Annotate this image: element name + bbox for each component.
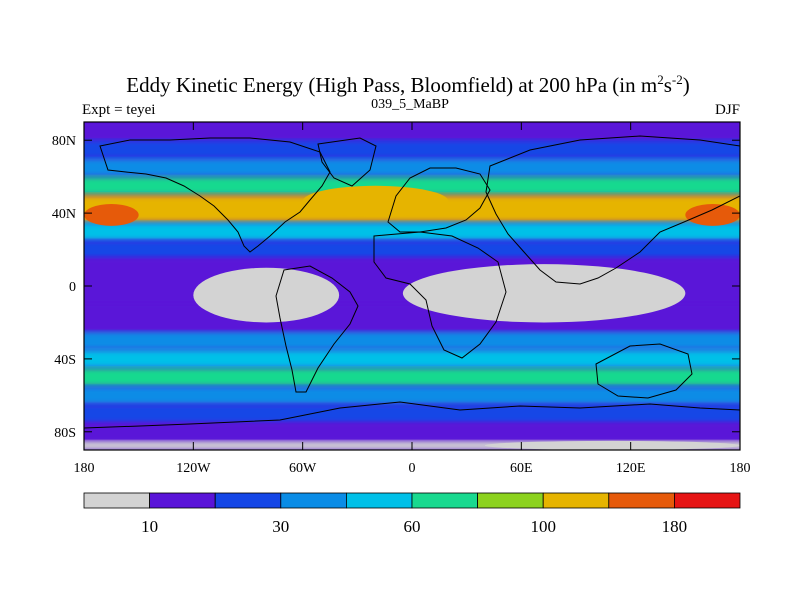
title-exp-2: -2 bbox=[672, 72, 683, 87]
colorbar: 10 30 60 100 180 bbox=[83, 492, 741, 536]
coastline-australia bbox=[595, 343, 693, 399]
maximum-north-atlantic-storm-track bbox=[302, 185, 449, 217]
coastline-antarctica bbox=[84, 401, 740, 429]
coastlines bbox=[84, 135, 740, 429]
plot-area bbox=[83, 121, 741, 451]
zonal-band-3 bbox=[84, 176, 740, 195]
colorbar-swatch bbox=[214, 492, 282, 509]
minimum-tropical-low-east bbox=[402, 264, 686, 323]
subtitle-right: DJF bbox=[715, 102, 740, 118]
x-tick-label: 180 bbox=[74, 461, 95, 476]
maximum-north-pacific-jet-east bbox=[685, 204, 740, 226]
x-tick-label: 120W bbox=[176, 461, 211, 476]
zonal-band-9 bbox=[84, 331, 740, 350]
maximum-north-pacific-jet bbox=[84, 204, 139, 226]
colorbar-swatch bbox=[542, 492, 610, 509]
zonal-band-0 bbox=[84, 122, 740, 141]
colorbar-label: 30 bbox=[272, 517, 289, 536]
zonal-band-6 bbox=[84, 240, 740, 259]
colorbar-swatch bbox=[477, 492, 544, 509]
x-tick-label: 60E bbox=[510, 461, 533, 476]
zonal-band-14 bbox=[84, 422, 740, 441]
title-close-paren: ) bbox=[683, 73, 690, 97]
chart-title: Eddy Kinetic Energy (High Pass, Bloomfie… bbox=[126, 72, 690, 97]
y-tick-label: 80S bbox=[54, 426, 76, 441]
y-tick-label: 40N bbox=[52, 207, 76, 222]
x-tick-label: 120E bbox=[616, 461, 646, 476]
title-exp-1: 2 bbox=[657, 72, 664, 87]
y-axis: 80N 40N 0 40S 80S bbox=[52, 134, 740, 441]
colorbar-label: 60 bbox=[404, 517, 421, 536]
zonal-band-5 bbox=[84, 222, 740, 241]
colorbar-swatch bbox=[83, 492, 150, 509]
eke-field bbox=[84, 122, 740, 450]
y-tick-label: 80N bbox=[52, 134, 76, 149]
x-axis: 180 120W 60W 0 60E 120E 180 bbox=[74, 122, 751, 476]
colorbar-label: 10 bbox=[141, 517, 158, 536]
colorbar-label: 100 bbox=[530, 517, 556, 536]
zonal-band-12 bbox=[84, 386, 740, 405]
title-unit-s: s bbox=[664, 73, 672, 97]
zonal-band-2 bbox=[84, 158, 740, 177]
zonal-band-11 bbox=[84, 368, 740, 387]
coastline-africa bbox=[373, 231, 507, 359]
subtitle-center: 039_5_MaBP bbox=[371, 97, 449, 112]
x-tick-label: 180 bbox=[730, 461, 751, 476]
coastline-greenland bbox=[317, 137, 377, 187]
minimum-tropical-low-west bbox=[193, 267, 340, 323]
zonal-band-10 bbox=[84, 349, 740, 368]
y-tick-label: 0 bbox=[69, 280, 76, 295]
minimum-antarctic-low bbox=[484, 440, 740, 450]
x-tick-label: 0 bbox=[409, 461, 416, 476]
zonal-band-13 bbox=[84, 404, 740, 423]
y-tick-label: 40S bbox=[54, 353, 76, 368]
colorbar-swatch bbox=[345, 492, 413, 509]
x-tick-label: 60W bbox=[289, 461, 317, 476]
chart-title-main: Eddy Kinetic Energy (High Pass, Bloomfie… bbox=[126, 73, 657, 97]
colorbar-label: 180 bbox=[662, 517, 688, 536]
coastline-north-america bbox=[99, 137, 331, 253]
coastline-south-america bbox=[275, 265, 359, 393]
colorbar-swatch bbox=[280, 492, 347, 509]
colorbar-swatch bbox=[411, 492, 478, 509]
colorbar-swatch bbox=[608, 492, 675, 509]
coastline-asia bbox=[485, 135, 740, 285]
zonal-band-1 bbox=[84, 140, 740, 159]
colorbar-swatch bbox=[674, 492, 741, 509]
subtitle-left: Expt = teyei bbox=[82, 102, 155, 118]
colorbar-swatch bbox=[149, 492, 216, 509]
